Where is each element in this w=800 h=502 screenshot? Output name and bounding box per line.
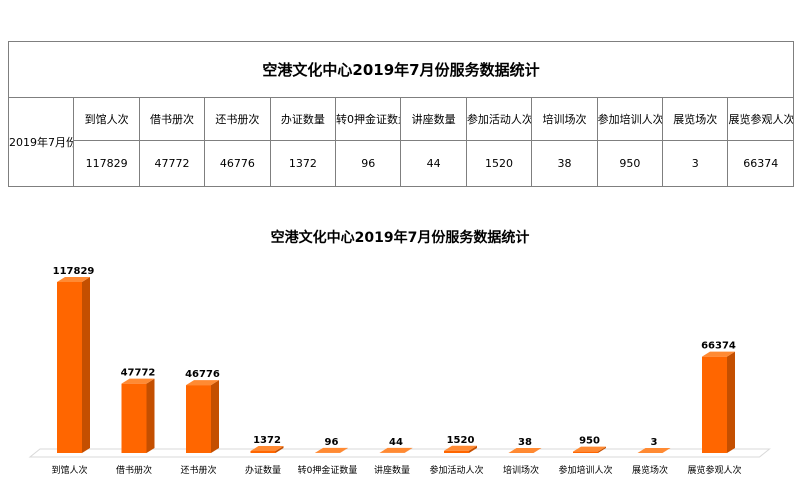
value-cell: 38 <box>531 140 598 187</box>
bar-top <box>573 446 606 452</box>
table-value-row: 117829 47772 46776 1372 96 44 1520 38 95… <box>9 140 794 187</box>
data-label: 950 <box>579 436 600 447</box>
category-label: 参加培训人次 <box>558 464 612 476</box>
value-cell: 96 <box>335 140 402 187</box>
header-cell: 展览场次 <box>662 97 729 141</box>
bar-top <box>315 447 348 453</box>
value-cell: 1372 <box>269 140 337 187</box>
row-label: 2019年7月份 <box>7 97 75 187</box>
bar-top <box>121 378 155 384</box>
bar-side <box>146 378 155 453</box>
bar-top <box>250 446 284 452</box>
bar-side <box>82 277 90 453</box>
bar-side <box>662 447 671 453</box>
bar-side <box>404 447 413 453</box>
bar-top <box>379 447 413 453</box>
value-cell: 1520 <box>465 140 533 187</box>
bar-side <box>340 447 348 453</box>
bar-top <box>702 351 735 357</box>
value-cell: 950 <box>596 140 664 187</box>
bar <box>121 383 147 453</box>
data-label: 1372 <box>253 435 281 446</box>
bar <box>186 385 211 453</box>
category-label: 到馆人次 <box>51 464 87 476</box>
bar-top <box>57 277 90 282</box>
category-label: 转0押金证数量 <box>298 464 358 476</box>
category-label: 办证数量 <box>245 464 281 476</box>
bar <box>57 282 82 453</box>
bar <box>702 356 727 453</box>
table-header-row: 2019年7月份 到馆人次 借书册次 还书册次 办证数量 转0押金证数量 讲座数… <box>7 97 794 187</box>
data-label: 47772 <box>121 368 156 379</box>
bar-top <box>444 445 477 451</box>
value-cell: 66374 <box>727 140 794 187</box>
category-label: 还书册次 <box>180 464 216 476</box>
category-label: 展览参观人次 <box>687 464 741 476</box>
data-label: 1520 <box>447 435 475 446</box>
header-cell: 借书册次 <box>138 97 206 141</box>
header-cell: 讲座数量 <box>400 97 467 141</box>
bar-top <box>508 447 542 453</box>
header-cell: 参加活动人次 <box>465 97 533 141</box>
data-label: 38 <box>518 437 532 448</box>
category-label: 展览场次 <box>632 464 668 476</box>
data-label: 117829 <box>53 266 95 277</box>
bar-side <box>598 446 606 453</box>
header-cell: 参加培训人次 <box>596 97 664 141</box>
chart-title: 空港文化中心2019年7月份服务数据统计 <box>270 230 530 246</box>
data-label: 3 <box>651 437 658 448</box>
table-title-row: 空港文化中心2019年7月份服务数据统计 <box>8 41 794 98</box>
bar-side <box>727 351 735 453</box>
data-label: 96 <box>325 437 339 448</box>
bar-side <box>211 380 219 453</box>
category-label: 借书册次 <box>116 464 152 476</box>
category-label: 培训场次 <box>503 464 539 476</box>
value-cell: 117829 <box>73 140 140 187</box>
data-label: 66374 <box>701 341 736 352</box>
data-label: 46776 <box>185 369 220 380</box>
bar-side <box>275 446 284 453</box>
bar-top <box>186 380 219 386</box>
bar <box>250 451 276 453</box>
bar-side <box>469 445 477 453</box>
header-cell: 转0押金证数量 <box>335 97 402 141</box>
value-cell: 47772 <box>138 140 206 187</box>
table-title: 空港文化中心2019年7月份服务数据统计 <box>8 41 794 98</box>
data-label: 44 <box>389 437 403 448</box>
summary-table: 空港文化中心2019年7月份服务数据统计 2019年7月份 到馆人次 借书册次 … <box>7 41 794 187</box>
value-cell: 46776 <box>204 140 271 187</box>
bar <box>573 451 598 453</box>
header-cell: 展览参观人次 <box>727 97 794 141</box>
category-label: 讲座数量 <box>374 464 410 476</box>
bar-side <box>533 447 542 453</box>
bar-top <box>637 447 671 453</box>
bar <box>444 450 469 453</box>
value-cell: 3 <box>662 140 729 187</box>
category-label: 参加活动人次 <box>429 464 483 476</box>
header-cell: 培训场次 <box>531 97 598 141</box>
